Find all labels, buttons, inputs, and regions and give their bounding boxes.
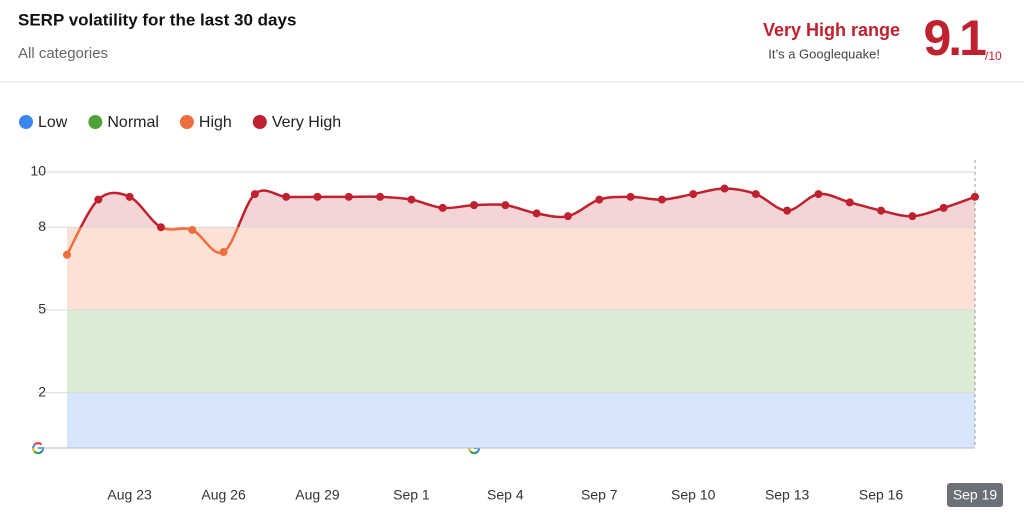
x-tick-label: Aug 23 [107,487,152,503]
point [720,184,729,193]
x-tick-label: Aug 26 [201,487,246,503]
band [67,227,975,310]
x-tick-label: Sep 1 [393,487,430,503]
point [376,192,385,201]
point [595,195,604,204]
point [407,195,416,204]
legend-label: High [199,114,232,131]
legend-label: Normal [107,114,159,131]
x-tick-label: Sep 13 [765,487,810,503]
y-tick-label: 10 [30,163,46,179]
legend-marker [88,115,103,129]
legend-marker [252,115,267,129]
point [156,223,165,232]
y-tick-label: 5 [38,301,46,317]
point [845,198,854,207]
y-tick-label: 8 [38,218,46,234]
x-label-highlight [947,483,1003,507]
chart-subtitle: All categories [18,45,108,62]
point [188,225,197,234]
legend-label: Very High [272,114,341,131]
x-tick-label: Sep 16 [859,487,904,503]
point [814,190,823,199]
band [67,310,975,393]
point [626,192,635,201]
x-tick-label: Sep 4 [487,487,524,503]
point [971,192,979,201]
point [438,203,447,212]
point [657,195,666,204]
legend-marker [19,115,33,129]
point [689,190,698,199]
point [250,190,259,199]
legend-marker [179,115,194,129]
point [219,248,228,257]
y-tick-label: 2 [38,384,46,400]
point [532,209,541,218]
x-tick-label: Aug 29 [295,487,340,503]
point [63,250,71,259]
legend-label: Low [38,114,68,131]
point [751,190,760,199]
point [313,192,322,201]
point [908,212,917,221]
point [94,195,103,204]
point [125,192,134,201]
point [344,192,353,201]
range-label: Very High range [763,20,900,40]
point [877,206,886,215]
point [563,212,572,221]
x-tick-label: Sep 10 [671,487,716,503]
point [470,201,479,210]
point [783,206,792,215]
range-note: It’s a Googlequake! [768,46,880,61]
point [282,192,291,201]
point [501,201,510,210]
line-low [65,227,240,256]
x-tick-label: Sep 7 [581,487,618,503]
score-max: /10 [985,49,1002,63]
band [67,392,975,448]
score: 9.1 [923,10,986,66]
chart-title: SERP volatility for the last 30 days [18,10,296,29]
point [939,203,948,212]
x-tick-label: Sep 19 [953,487,998,503]
